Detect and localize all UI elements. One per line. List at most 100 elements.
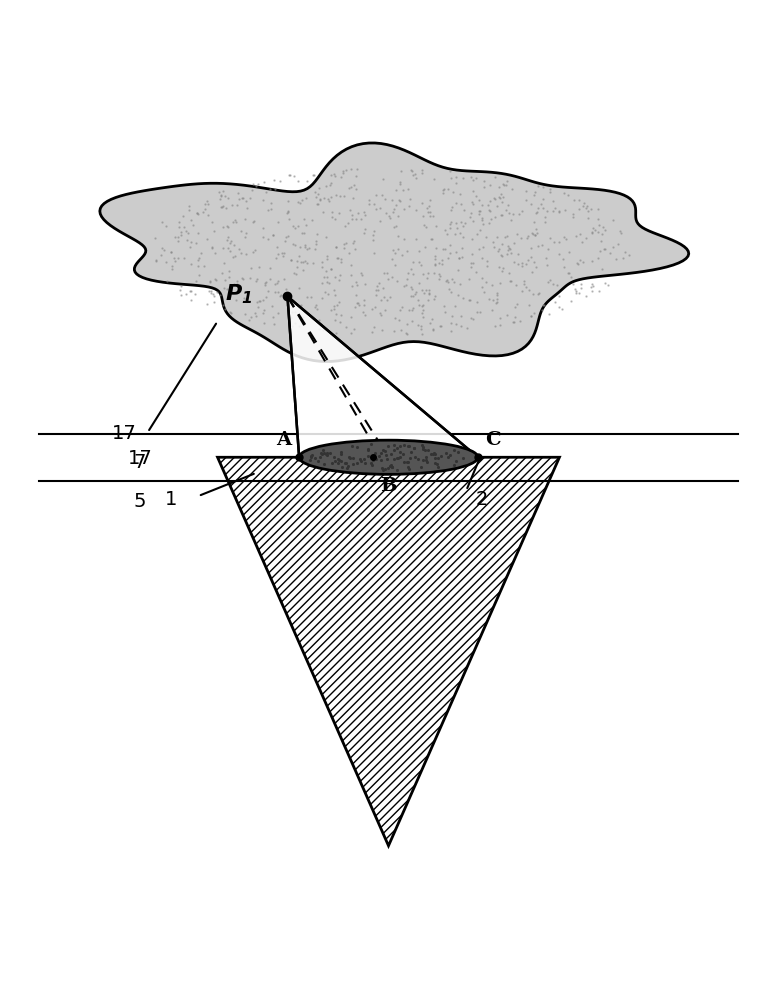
Point [484, 203, 497, 219]
Point [231, 273, 243, 289]
Point [293, 280, 305, 296]
Point [367, 227, 379, 243]
Point [582, 203, 594, 219]
Point [249, 178, 262, 194]
Point [369, 299, 382, 315]
Point [312, 196, 324, 212]
Point [380, 447, 392, 463]
Point [333, 205, 345, 221]
Point [222, 229, 235, 245]
Point [331, 297, 343, 313]
Point [467, 255, 479, 271]
Point [474, 203, 486, 219]
Point [444, 245, 456, 261]
Point [362, 448, 375, 464]
Point [464, 292, 476, 308]
Point [328, 282, 340, 298]
Point [420, 270, 433, 286]
Point [397, 446, 409, 462]
Point [239, 306, 252, 322]
Point [384, 458, 396, 474]
Point [308, 450, 321, 466]
Point [258, 174, 270, 190]
Point [521, 230, 533, 246]
Point [573, 201, 586, 217]
Point [193, 267, 205, 283]
Point [457, 170, 469, 186]
Point [172, 214, 185, 230]
Point [536, 302, 549, 318]
Point [445, 315, 458, 331]
Point [271, 239, 284, 255]
Point [150, 253, 162, 269]
Point [340, 455, 352, 471]
Point [438, 181, 451, 197]
Point [239, 246, 252, 262]
Point [217, 198, 229, 214]
Point [246, 214, 259, 230]
Point [286, 304, 298, 320]
Point [375, 322, 388, 338]
Point [271, 305, 284, 321]
Point [458, 215, 471, 231]
Point [614, 223, 626, 239]
Point [324, 167, 336, 183]
Point [288, 315, 301, 331]
Point [476, 197, 489, 213]
Text: B: B [380, 477, 397, 495]
Point [315, 275, 328, 291]
Point [331, 451, 343, 467]
Point [591, 201, 604, 217]
Point [241, 200, 253, 216]
Point [282, 228, 294, 244]
Point [403, 438, 416, 454]
Point [373, 275, 385, 291]
Point [371, 278, 383, 294]
Point [487, 292, 500, 308]
Point [202, 207, 214, 223]
Point [349, 299, 361, 315]
Point [513, 206, 525, 222]
Point [389, 245, 402, 261]
Point [567, 206, 580, 222]
Point [420, 282, 432, 298]
Point [427, 321, 439, 337]
Point [340, 162, 353, 178]
Point [395, 299, 408, 315]
Point [594, 243, 606, 259]
Point [493, 189, 505, 205]
Point [267, 309, 279, 325]
Point [522, 297, 535, 313]
Point [512, 246, 524, 262]
Point [392, 450, 404, 466]
Point [258, 315, 270, 331]
Point [232, 241, 245, 257]
Point [500, 307, 513, 323]
Point [538, 209, 551, 225]
Point [405, 261, 417, 277]
Point [429, 446, 441, 462]
Point [476, 250, 488, 266]
Point [500, 202, 513, 218]
Point [294, 239, 306, 255]
Point [413, 243, 425, 259]
Point [449, 316, 462, 332]
Point [379, 302, 392, 318]
Point [458, 229, 470, 245]
Point [322, 286, 335, 302]
Point [218, 219, 230, 235]
Point [441, 250, 454, 266]
Point [382, 271, 395, 287]
Point [301, 241, 313, 257]
Point [504, 212, 517, 228]
Point [185, 234, 197, 250]
Point [412, 292, 424, 308]
Point [334, 188, 347, 204]
Point [359, 221, 371, 237]
Point [377, 442, 389, 458]
Point [225, 233, 237, 249]
Point [463, 271, 476, 287]
Point [285, 310, 298, 326]
Point [465, 169, 478, 185]
Point [328, 449, 340, 465]
